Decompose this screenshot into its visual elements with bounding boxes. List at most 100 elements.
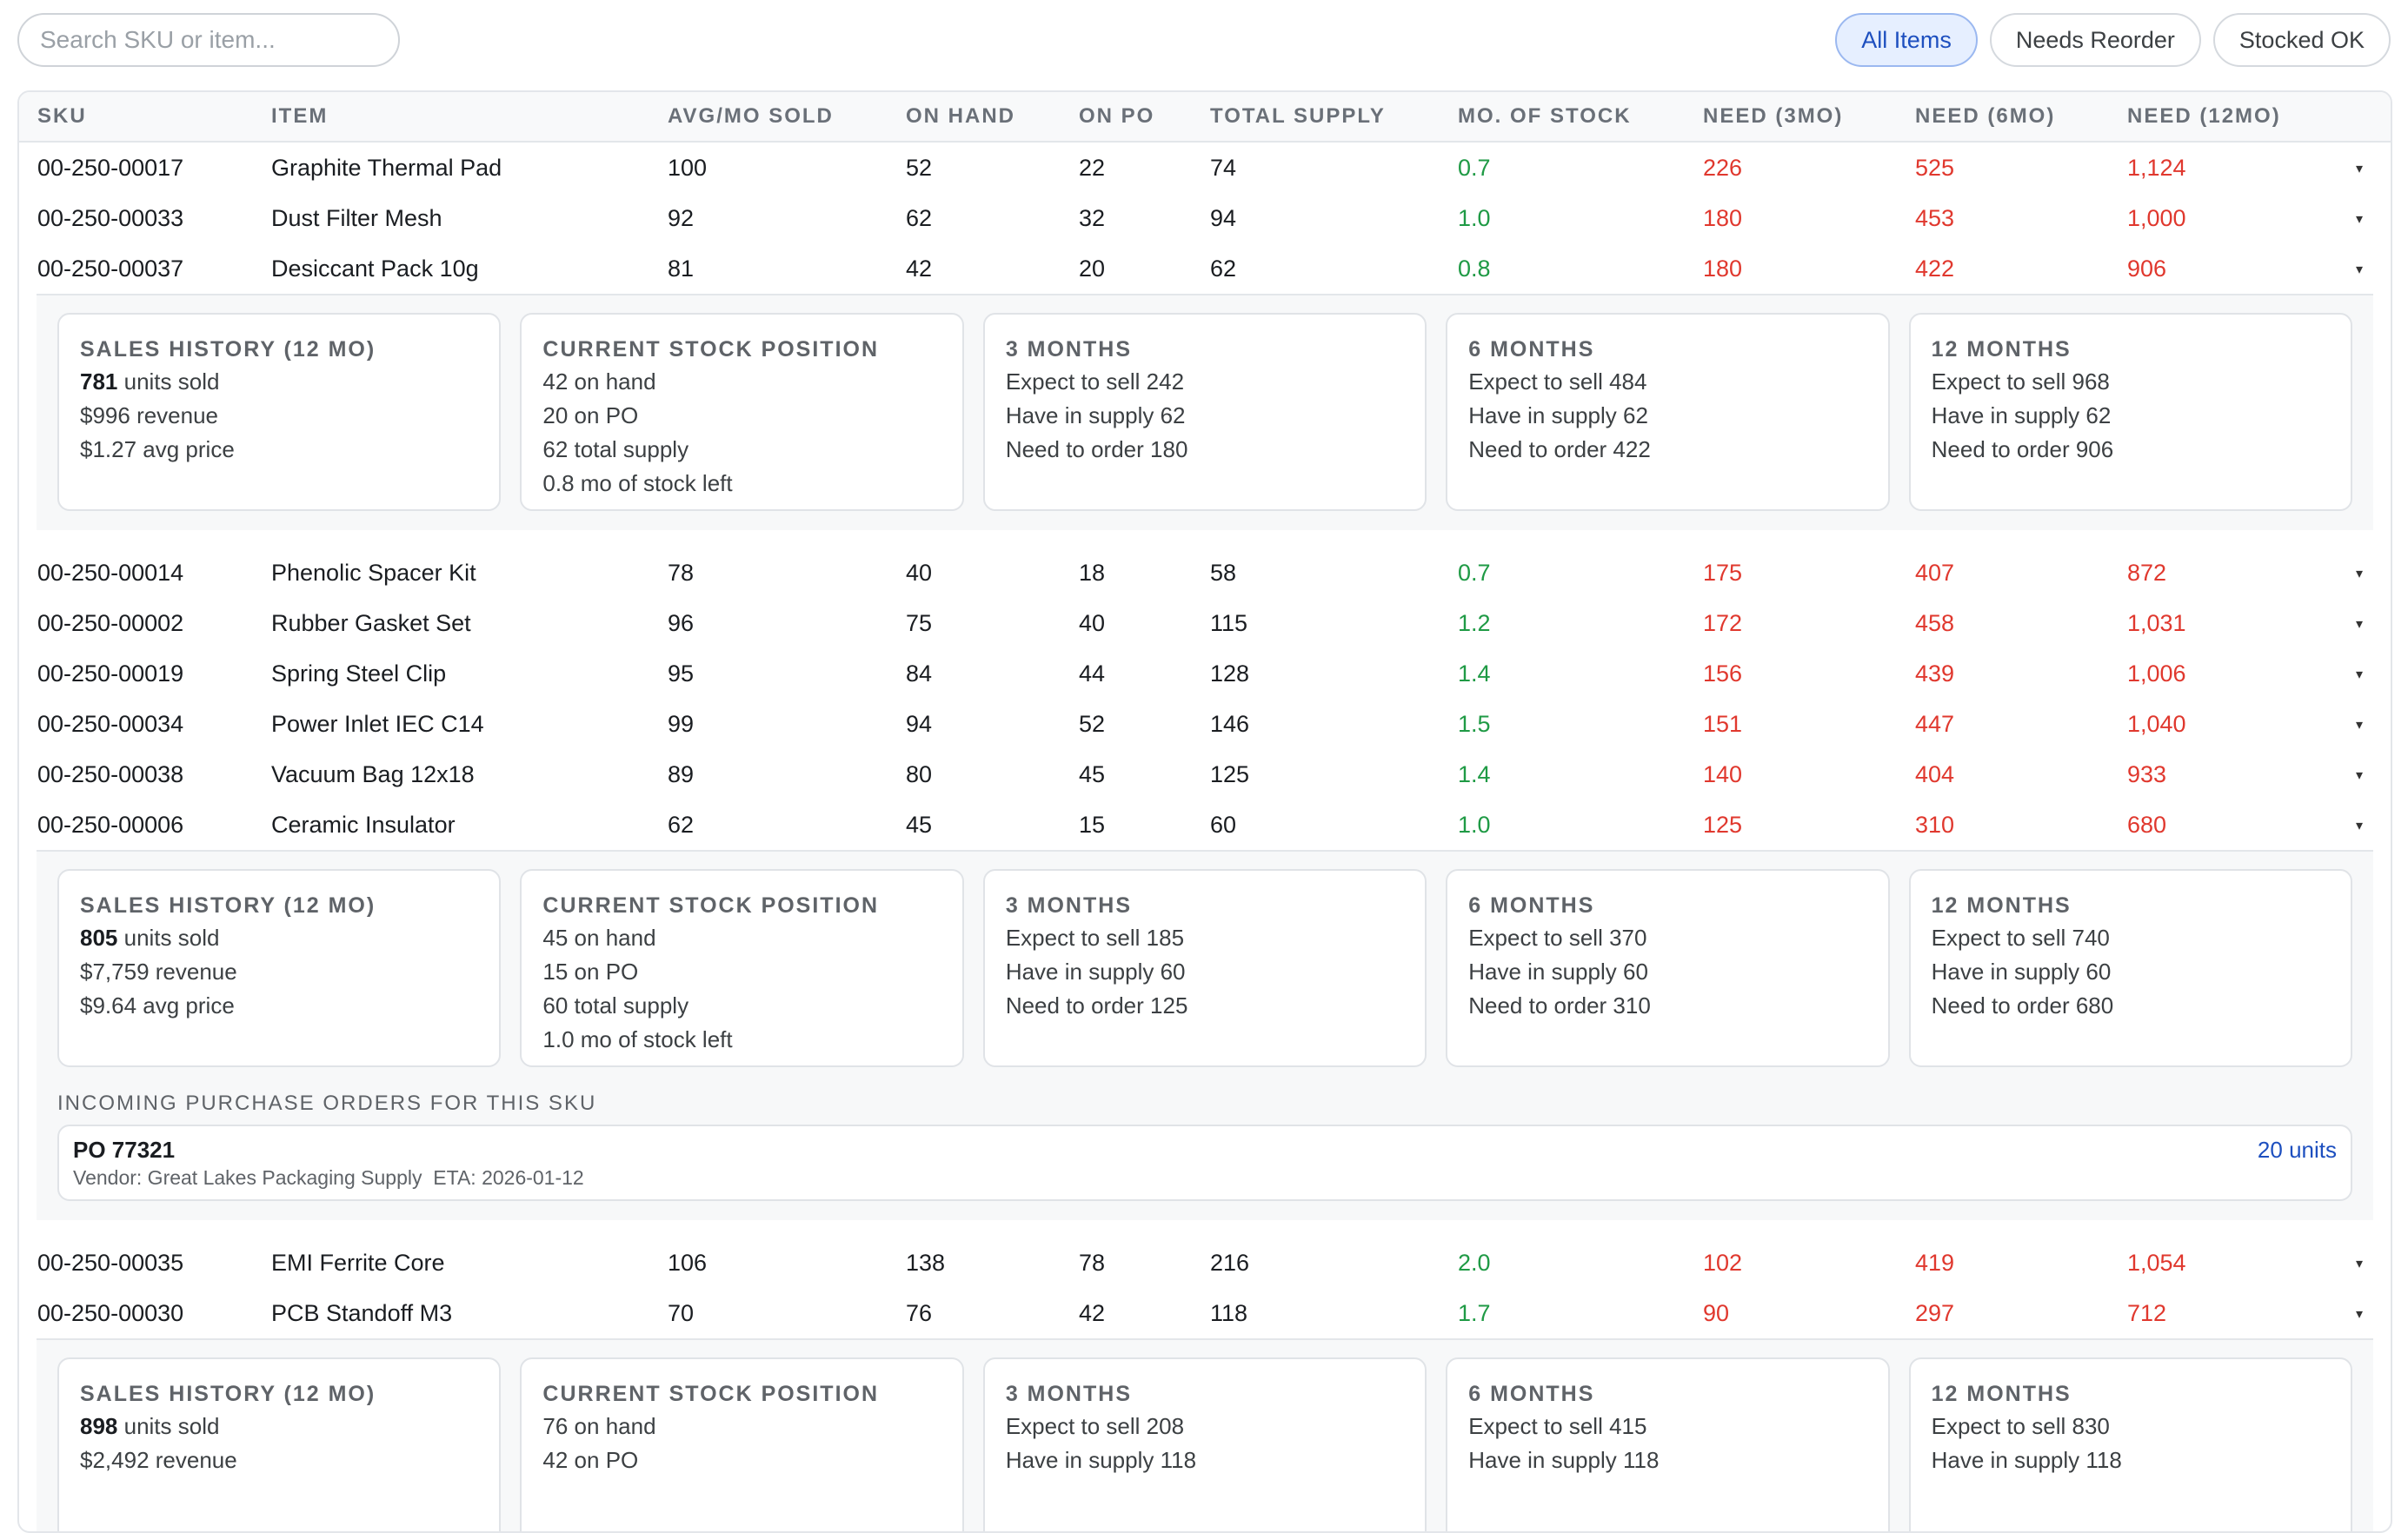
search-input[interactable] — [17, 13, 400, 67]
on-hand-cell: 42 — [906, 256, 933, 282]
table-row[interactable]: 00-250-00019 Spring Steel Clip 95 84 44 … — [19, 648, 2391, 699]
avg-sold-cell: 89 — [668, 761, 695, 787]
column-header-item[interactable]: ITEM — [271, 104, 329, 128]
on-po-cell: 20 — [1079, 256, 1106, 282]
table-row[interactable]: 00-250-00017 Graphite Thermal Pad 100 52… — [19, 143, 2391, 193]
column-header-on-hand[interactable]: ON HAND — [906, 104, 1015, 128]
stock-position-card: CURRENT STOCK POSITION 42 on hand 20 on … — [520, 313, 964, 511]
need-3mo-cell: 180 — [1703, 256, 1743, 282]
card-title: 6 MONTHS — [1468, 1382, 1595, 1406]
chevron-down-icon[interactable]: ▾ — [2356, 262, 2364, 277]
need-3mo-cell: 226 — [1703, 155, 1743, 181]
on-hand-cell: 138 — [906, 1250, 946, 1276]
need-6mo-cell: 419 — [1915, 1250, 1955, 1276]
chevron-down-icon[interactable]: ▾ — [2356, 617, 2364, 632]
table-row[interactable]: 00-250-00014 Phenolic Spacer Kit 78 40 1… — [19, 548, 2391, 598]
po-number: PO 77321 — [73, 1137, 176, 1163]
column-header-sku[interactable]: SKU — [37, 104, 87, 128]
forecast-6mo-card: 6 MONTHS Expect to sell 484 Have in supp… — [1446, 313, 1890, 511]
table-row[interactable]: 00-250-00034 Power Inlet IEC C14 99 94 5… — [19, 699, 2391, 749]
sku-cell: 00-250-00014 — [37, 560, 184, 586]
item-cell: PCB Standoff M3 — [271, 1300, 453, 1326]
months-of-stock-cell: 1.0 — [1458, 205, 1491, 231]
on-hand-cell: 80 — [906, 761, 933, 787]
table-row[interactable]: 00-250-00002 Rubber Gasket Set 96 75 40 … — [19, 598, 2391, 648]
table-row[interactable]: 00-250-00006 Ceramic Insulator 62 45 15 … — [19, 800, 2391, 850]
spacer — [19, 530, 2391, 548]
card-title: 12 MONTHS — [1931, 893, 2072, 918]
sku-cell: 00-250-00037 — [37, 256, 184, 282]
spacer — [19, 1220, 2391, 1238]
need-12mo-cell: 1,000 — [2127, 205, 2186, 231]
avg-sold-cell: 100 — [668, 155, 708, 181]
expect-to-sell: Expect to sell 185 — [1005, 925, 1185, 951]
filter-all-items-button[interactable]: All Items — [1835, 13, 1978, 67]
row-detail-panel: SALES HISTORY (12 MO) 781 units sold $99… — [37, 294, 2373, 530]
chevron-down-icon[interactable]: ▾ — [2356, 819, 2364, 833]
card-title: SALES HISTORY (12 MO) — [80, 893, 376, 918]
table-row[interactable]: 00-250-00035 EMI Ferrite Core 106 138 78… — [19, 1238, 2391, 1288]
revenue: $2,492 revenue — [80, 1447, 237, 1473]
card-title: CURRENT STOCK POSITION — [542, 337, 880, 362]
sales-history-card: SALES HISTORY (12 MO) 805 units sold $7,… — [57, 869, 502, 1067]
filter-stocked-ok-button[interactable]: Stocked OK — [2212, 13, 2391, 67]
chevron-down-icon[interactable]: ▾ — [2356, 667, 2364, 682]
filter-needs-reorder-button[interactable]: Needs Reorder — [1989, 13, 2201, 67]
chevron-down-icon[interactable]: ▾ — [2356, 567, 2364, 581]
column-header-avg-sold[interactable]: AVG/MO SOLD — [668, 104, 834, 128]
column-header-need-3mo[interactable]: NEED (3MO) — [1703, 104, 1844, 128]
expect-to-sell: Expect to sell 740 — [1931, 925, 2110, 951]
table-row[interactable]: 00-250-00037 Desiccant Pack 10g 81 42 20… — [19, 243, 2391, 294]
po-eta: ETA: 2026-01-12 — [433, 1166, 584, 1189]
sku-cell: 00-250-00017 — [37, 155, 184, 181]
expect-to-sell: Expect to sell 968 — [1931, 368, 2110, 395]
need-to-order: Need to order 422 — [1468, 436, 1651, 462]
have-in-supply: Have in supply 60 — [1005, 959, 1186, 985]
card-title: 3 MONTHS — [1005, 337, 1132, 362]
total-supply-cell: 115 — [1210, 610, 1248, 636]
column-header-months-of-stock[interactable]: MO. OF STOCK — [1458, 104, 1632, 128]
on-hand-cell: 76 — [906, 1300, 933, 1326]
on-po-cell: 78 — [1079, 1250, 1106, 1276]
need-6mo-cell: 404 — [1915, 761, 1955, 787]
expect-to-sell: Expect to sell 415 — [1468, 1413, 1647, 1439]
need-3mo-cell: 125 — [1703, 812, 1743, 838]
sales-history-card: SALES HISTORY (12 MO) 898 units sold $2,… — [57, 1357, 502, 1531]
column-header-need-6mo[interactable]: NEED (6MO) — [1915, 104, 2056, 128]
purchase-order-card[interactable]: PO 77321 Vendor: Great Lakes Packaging S… — [57, 1125, 2352, 1201]
forecast-12mo-card: 12 MONTHS Expect to sell 968 Have in sup… — [1908, 313, 2353, 511]
chevron-down-icon[interactable]: ▾ — [2356, 162, 2364, 176]
chevron-down-icon[interactable]: ▾ — [2356, 718, 2364, 733]
on-hand-cell: 52 — [906, 155, 933, 181]
column-header-on-po[interactable]: ON PO — [1079, 104, 1155, 128]
on-po-cell: 18 — [1079, 560, 1106, 586]
column-header-need-12mo[interactable]: NEED (12MO) — [2127, 104, 2281, 128]
card-title: CURRENT STOCK POSITION — [542, 893, 880, 918]
avg-sold-cell: 99 — [668, 711, 695, 737]
table-row[interactable]: 00-250-00030 PCB Standoff M3 70 76 42 11… — [19, 1288, 2391, 1338]
months-of-stock-cell: 1.7 — [1458, 1300, 1491, 1326]
table-row[interactable]: 00-250-00033 Dust Filter Mesh 92 62 32 9… — [19, 193, 2391, 243]
item-cell: Dust Filter Mesh — [271, 205, 442, 231]
column-header-total-supply[interactable]: TOTAL SUPPLY — [1210, 104, 1386, 128]
card-title: CURRENT STOCK POSITION — [542, 1382, 880, 1406]
months-of-stock-cell: 1.5 — [1458, 711, 1491, 737]
chevron-down-icon[interactable]: ▾ — [2356, 212, 2364, 227]
need-6mo-cell: 439 — [1915, 660, 1955, 687]
card-title: 3 MONTHS — [1005, 893, 1132, 918]
chevron-down-icon[interactable]: ▾ — [2356, 768, 2364, 783]
forecast-6mo-card: 6 MONTHS Expect to sell 415 Have in supp… — [1446, 1357, 1890, 1531]
toolbar: All Items Needs Reorder Stocked OK — [0, 0, 2408, 90]
months-of-stock-cell: 1.2 — [1458, 610, 1491, 636]
table-row[interactable]: 00-250-00038 Vacuum Bag 12x18 89 80 45 1… — [19, 749, 2391, 800]
avg-sold-cell: 95 — [668, 660, 695, 687]
chevron-down-icon[interactable]: ▾ — [2356, 1307, 2364, 1322]
forecast-3mo-card: 3 MONTHS Expect to sell 185 Have in supp… — [982, 869, 1427, 1067]
on-hand-cell: 84 — [906, 660, 933, 687]
on-hand-text: 45 on hand — [542, 925, 656, 951]
need-12mo-cell: 1,124 — [2127, 155, 2186, 181]
avg-price: $1.27 avg price — [80, 436, 235, 462]
chevron-down-icon[interactable]: ▾ — [2356, 1257, 2364, 1271]
forecast-3mo-card: 3 MONTHS Expect to sell 242 Have in supp… — [982, 313, 1427, 511]
sku-cell: 00-250-00002 — [37, 610, 184, 636]
